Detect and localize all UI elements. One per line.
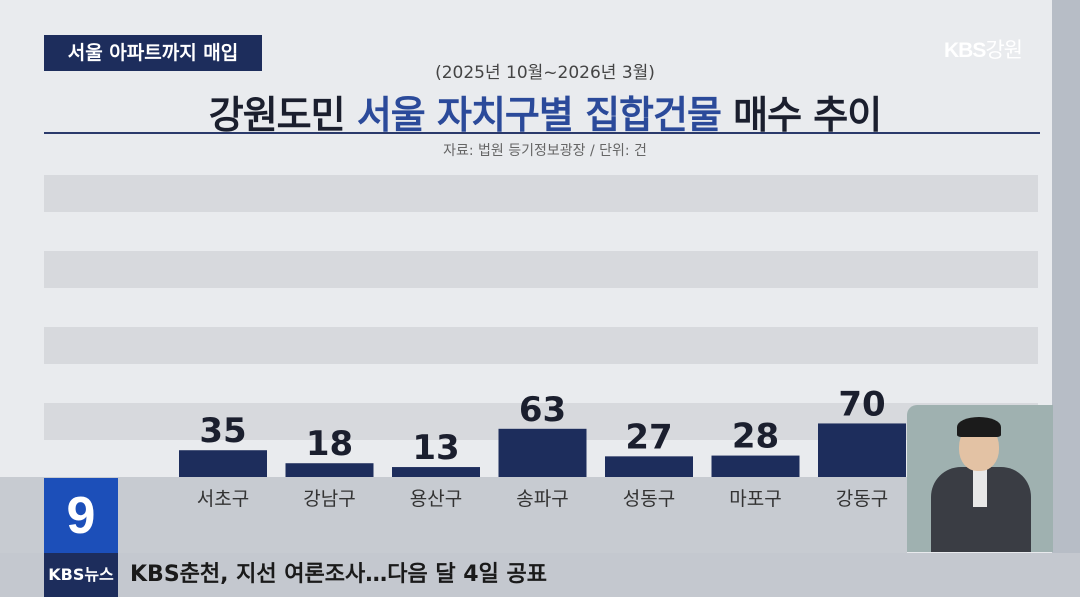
- signer-hair: [957, 417, 1001, 437]
- chart-source: 자료: 법원 등기정보광장 / 단위: 건: [443, 143, 647, 159]
- title-highlight: 서울 자치구별 집합건물: [356, 93, 722, 137]
- topic-tag: 서울 아파트까지 매입: [44, 35, 262, 71]
- value-label: 18: [306, 424, 353, 464]
- value-label: 27: [625, 417, 672, 457]
- sign-language-interpreter: [907, 405, 1053, 552]
- ticker-headline: KBS춘천, 지선 여론조사…다음 달 4일 공표: [130, 562, 547, 587]
- channel-number: 9: [44, 478, 118, 554]
- category-label: 성동구: [623, 488, 675, 510]
- grid-band: [44, 327, 1038, 364]
- bar-마포구: [711, 455, 800, 477]
- value-label: 28: [732, 417, 779, 457]
- category-label: 송파구: [516, 488, 568, 510]
- news-ticker: [0, 553, 1080, 597]
- value-label: 70: [838, 384, 885, 424]
- bar-용산구: [392, 467, 480, 477]
- broadcaster-logo: KBS강원: [944, 34, 1023, 64]
- logo-sub: 강원: [985, 39, 1023, 62]
- title-prefix: 강원도민: [208, 93, 346, 137]
- value-label: 35: [199, 411, 246, 451]
- value-label: 63: [519, 390, 566, 430]
- chart-period: (2025년 10월~2026년 3월): [435, 63, 655, 83]
- grid-band: [44, 175, 1038, 212]
- right-frame: [1052, 0, 1080, 597]
- category-label: 강남구: [303, 488, 355, 510]
- category-label: 용산구: [410, 488, 462, 510]
- bar-강동구: [818, 423, 906, 477]
- ticker-logo: KBS뉴스: [44, 553, 118, 597]
- bar-강남구: [285, 463, 374, 477]
- bar-서초구: [179, 450, 267, 477]
- chart-title: 강원도민 서울 자치구별 집합건물 매수 추이: [0, 84, 1080, 139]
- category-label: 서초구: [197, 488, 249, 510]
- bar-송파구: [498, 428, 587, 477]
- value-label: 13: [412, 428, 459, 468]
- category-label: 마포구: [729, 488, 781, 510]
- lower-strip: [0, 477, 907, 553]
- signer-shirt: [973, 467, 987, 507]
- bar-성동구: [605, 456, 693, 477]
- logo-main: KBS: [944, 39, 986, 62]
- category-label: 강동구: [836, 488, 888, 510]
- grid-band: [44, 251, 1038, 288]
- title-rule: [44, 132, 1040, 134]
- title-suffix: 매수 추이: [733, 93, 882, 137]
